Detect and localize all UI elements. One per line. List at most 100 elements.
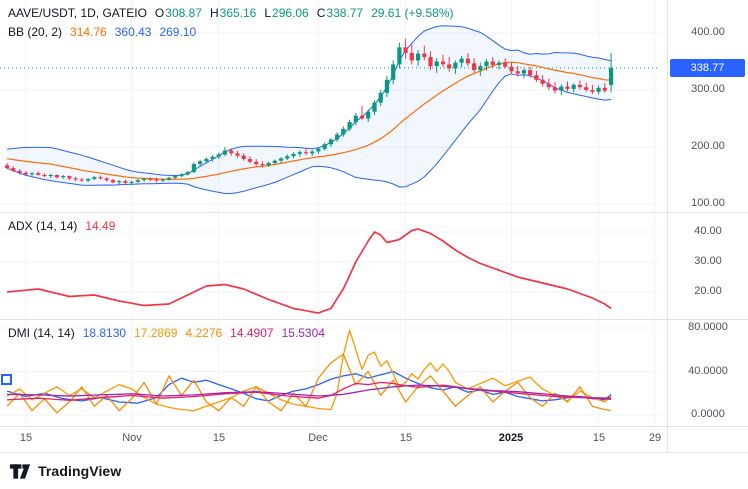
adx-chart[interactable] bbox=[0, 213, 660, 319]
candle-body bbox=[322, 144, 327, 149]
y-axis-label: 0.0000 bbox=[691, 408, 725, 420]
dmi-y-axis[interactable]: 80.0000 40.0000 0.0000 bbox=[668, 320, 748, 426]
candle-body bbox=[297, 152, 302, 154]
candle-body bbox=[123, 181, 128, 183]
candle-body bbox=[98, 177, 103, 179]
candle-body bbox=[353, 115, 358, 122]
dmi-line-adxr bbox=[7, 384, 612, 399]
dmi-plus-di-value: 18.8130 bbox=[82, 326, 127, 340]
candle-body bbox=[453, 62, 458, 69]
adx-legend[interactable]: ADX (14, 14) 14.49 bbox=[8, 219, 115, 233]
candle-body bbox=[409, 53, 414, 61]
panel-divider[interactable] bbox=[0, 212, 748, 213]
ohlc-high: H 365.16 bbox=[209, 6, 257, 20]
dmi-dx-value: 4.2276 bbox=[185, 326, 223, 340]
time-axis-label: 15 bbox=[399, 432, 413, 444]
bb-upper-line bbox=[7, 25, 612, 177]
time-axis-label: Nov bbox=[122, 432, 142, 444]
price-y-axis[interactable]: 338.77 400.00 300.00 200.00 100.00 bbox=[668, 0, 748, 212]
candle-body bbox=[509, 66, 514, 72]
tradingview-logo-icon[interactable] bbox=[10, 463, 31, 479]
candle-body bbox=[521, 70, 526, 74]
candle-body bbox=[571, 84, 576, 89]
candle-body bbox=[316, 148, 321, 152]
pane-separator-handle-icon[interactable] bbox=[1, 374, 12, 385]
candle-body bbox=[285, 156, 290, 159]
candle-body bbox=[79, 179, 84, 181]
change-label: 29.61 (+9.58%) bbox=[371, 6, 454, 20]
time-axis-label: 15 bbox=[592, 432, 606, 444]
candle-body bbox=[260, 164, 265, 166]
candle-body bbox=[503, 62, 508, 67]
time-axis-label: 2025 bbox=[498, 432, 524, 444]
candle-body bbox=[596, 87, 601, 92]
candle-body bbox=[384, 79, 389, 93]
candle-body bbox=[222, 150, 228, 155]
candle-body bbox=[459, 58, 464, 63]
panel-divider bbox=[0, 452, 748, 453]
candle-body bbox=[11, 168, 16, 171]
candle-body bbox=[584, 87, 589, 90]
adx-line bbox=[7, 228, 612, 314]
ohlc-close: C 338.77 bbox=[316, 6, 364, 20]
price-chart[interactable] bbox=[0, 0, 660, 212]
y-axis-label: 40.0000 bbox=[688, 365, 728, 377]
candle-body bbox=[216, 154, 221, 157]
candle-body bbox=[272, 160, 277, 163]
candle-body bbox=[416, 53, 421, 61]
symbol-title[interactable]: AAVE/USDT, 1D, GATEIO bbox=[8, 6, 147, 20]
candle-body bbox=[366, 111, 371, 119]
candle-body bbox=[291, 153, 296, 157]
bb-legend[interactable]: BB (20, 2) 314.76 360.43 269.10 bbox=[8, 25, 196, 39]
adx-panel[interactable]: ADX (14, 14) 14.49 40.00 30.00 20.00 bbox=[0, 213, 748, 319]
dmi-adxr-value: 15.5304 bbox=[281, 326, 325, 340]
candle-body bbox=[341, 128, 346, 135]
candle-body bbox=[235, 153, 240, 156]
panel-divider bbox=[0, 426, 748, 427]
candle-body bbox=[440, 61, 446, 65]
candle-body bbox=[472, 63, 477, 71]
bb-basis-value: 314.76 bbox=[70, 25, 107, 39]
candle-body bbox=[540, 79, 545, 84]
last-price-badge: 338.77 bbox=[670, 59, 745, 77]
time-axis[interactable]: 15 Nov 15 Dec 15 2025 15 29 bbox=[0, 427, 661, 451]
candle-body bbox=[484, 61, 489, 67]
candle-body bbox=[67, 176, 72, 179]
dmi-chart[interactable] bbox=[0, 320, 660, 426]
candle-body bbox=[347, 122, 352, 129]
time-axis-label: Dec bbox=[308, 432, 328, 444]
candle-body bbox=[552, 87, 558, 91]
candle-body bbox=[210, 156, 215, 159]
dmi-legend[interactable]: DMI (14, 14) 18.8130 17.2869 4.2276 14.4… bbox=[8, 326, 325, 340]
candle-body bbox=[391, 64, 396, 80]
candle-body bbox=[422, 53, 427, 57]
candle-body bbox=[328, 139, 333, 145]
candle-body bbox=[179, 174, 184, 177]
time-axis-label: 15 bbox=[19, 432, 33, 444]
candlestick-series bbox=[5, 38, 614, 186]
dmi-panel[interactable]: DMI (14, 14) 18.8130 17.2869 4.2276 14.4… bbox=[0, 320, 748, 426]
candle-body bbox=[154, 179, 159, 181]
candle-body bbox=[148, 178, 153, 180]
candle-body bbox=[310, 151, 315, 154]
adx-y-axis[interactable]: 40.00 30.00 20.00 bbox=[668, 213, 748, 319]
candle-body bbox=[403, 47, 408, 53]
y-axis-label: 20.00 bbox=[694, 285, 722, 297]
dmi-label: DMI (14, 14) bbox=[8, 326, 75, 340]
candle-body bbox=[135, 180, 140, 182]
candle-body bbox=[173, 176, 178, 178]
brand-name[interactable]: TradingView bbox=[38, 463, 122, 479]
y-axis-label: 80.0000 bbox=[688, 321, 728, 333]
candle-body bbox=[534, 75, 539, 80]
candle-body bbox=[335, 134, 340, 140]
candle-body bbox=[198, 161, 203, 165]
candle-body bbox=[5, 165, 10, 169]
candle-body bbox=[303, 152, 309, 154]
candle-body bbox=[23, 172, 28, 175]
candle-body bbox=[247, 159, 252, 162]
dmi-minus-di-value: 17.2869 bbox=[134, 326, 178, 340]
panel-divider[interactable] bbox=[0, 319, 748, 320]
